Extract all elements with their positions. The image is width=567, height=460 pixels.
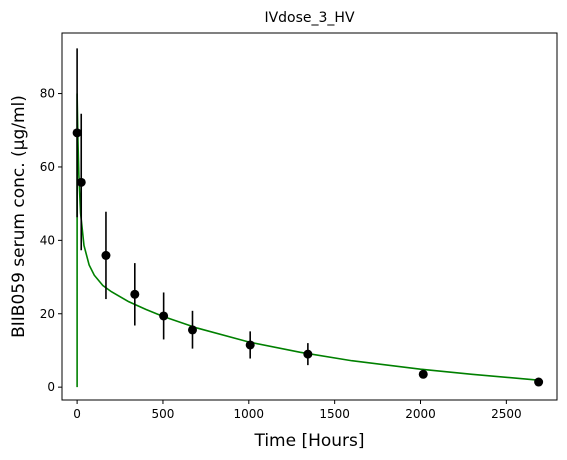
axes-frame	[61, 32, 558, 401]
data-point	[245, 340, 255, 350]
x-tick-label: 0	[73, 407, 81, 421]
x-axis: 0 500 1000 1500 2000 2500	[73, 400, 522, 421]
data-point	[72, 128, 82, 138]
y-tick-label: 80	[40, 87, 55, 101]
data-point	[76, 177, 86, 187]
data-point	[303, 349, 313, 359]
data-point	[101, 250, 111, 260]
y-tick-label: 60	[40, 160, 55, 174]
x-tick-label: 500	[152, 407, 175, 421]
data-point	[187, 325, 197, 335]
y-axis-label: BIIB059 serum conc. (µg/ml)	[9, 95, 29, 338]
x-tick-label: 2500	[491, 407, 522, 421]
plot-area	[72, 48, 544, 388]
data-point	[130, 289, 140, 299]
y-tick-label: 20	[40, 307, 55, 321]
model-fit-line	[76, 93, 539, 388]
y-axis: 0 20 40 60 80	[40, 87, 62, 394]
y-tick-label: 40	[40, 233, 55, 247]
data-point	[534, 377, 544, 387]
x-axis-label: Time [Hours]	[253, 431, 364, 451]
chart-title: IVdose_3_HV	[264, 10, 355, 26]
data-point	[159, 311, 169, 321]
y-tick-label: 0	[47, 380, 55, 394]
x-tick-label: 2000	[405, 407, 436, 421]
data-point	[418, 369, 428, 379]
x-tick-label: 1500	[319, 407, 350, 421]
x-tick-label: 1000	[234, 407, 265, 421]
